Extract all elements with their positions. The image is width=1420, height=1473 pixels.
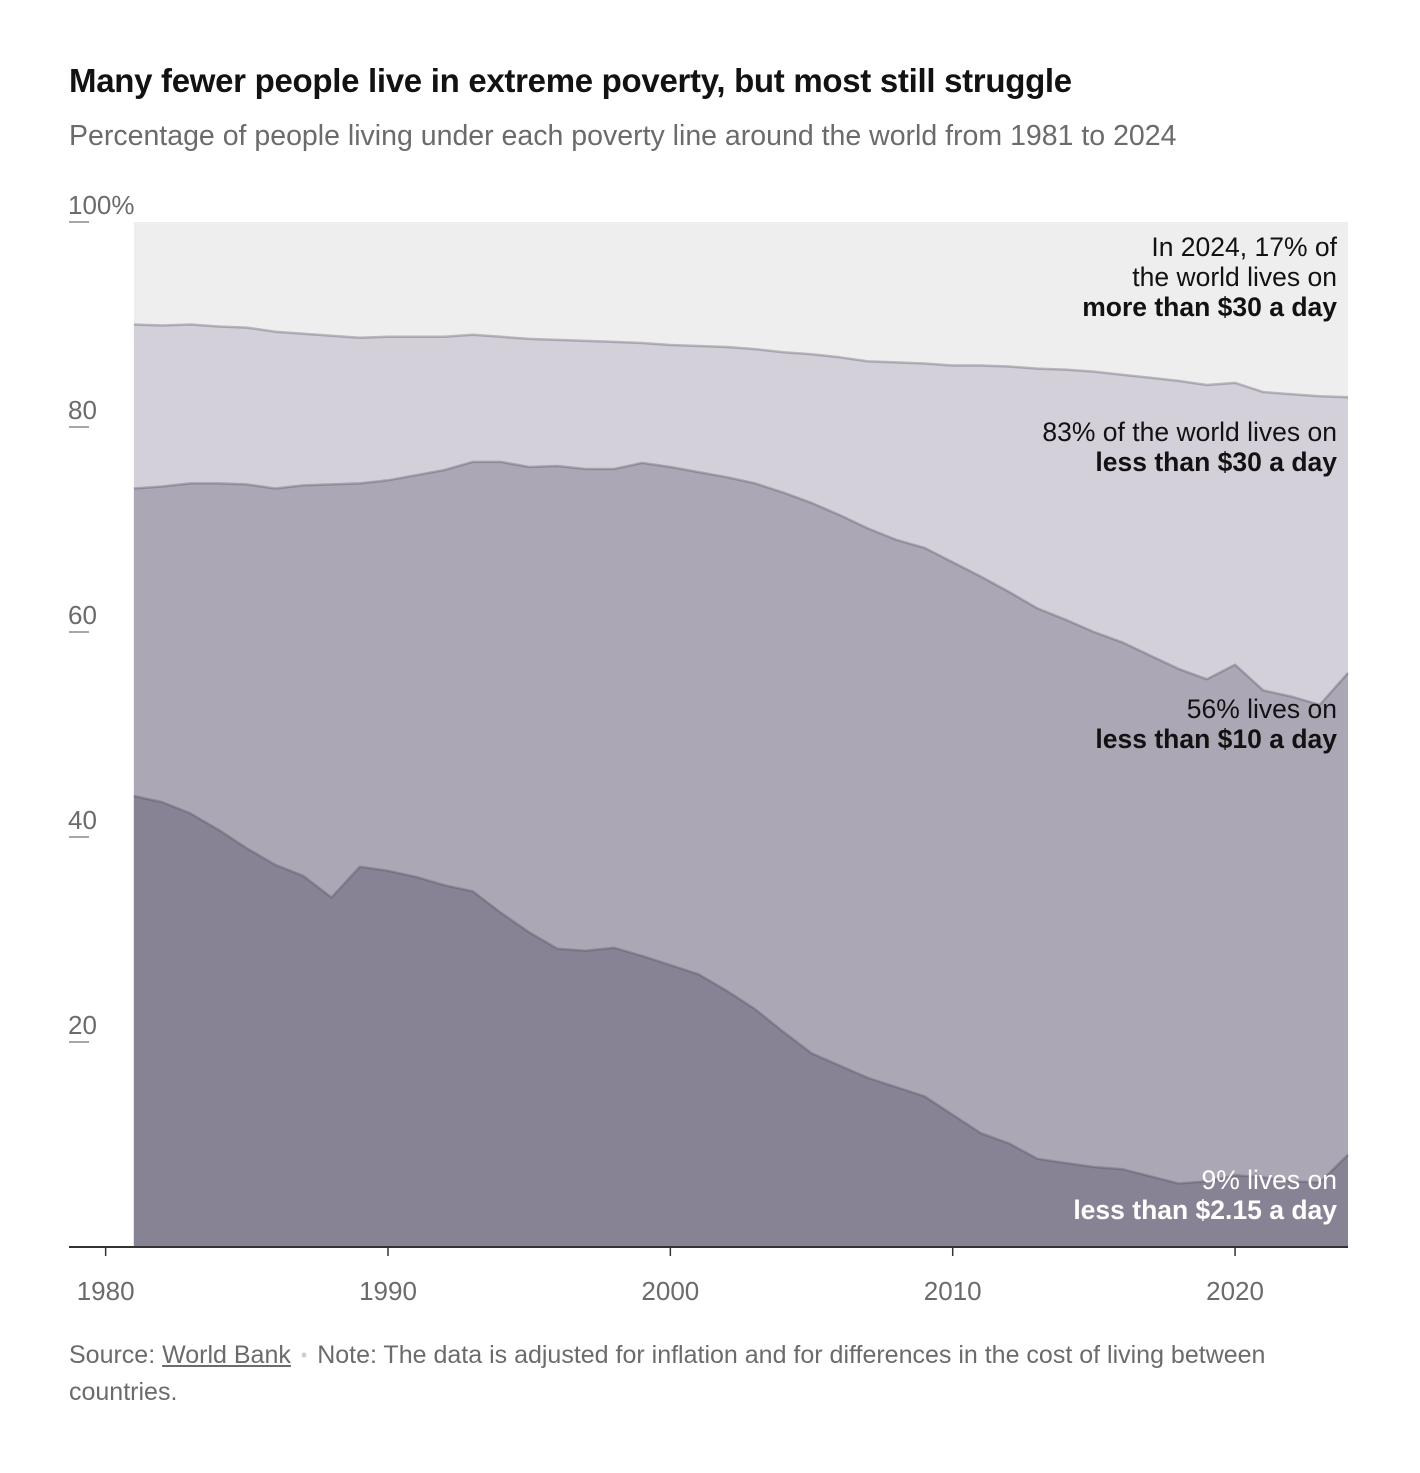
x-tick-label-1: 1990 [359, 1276, 417, 1306]
annotation-3: 9% lives on less than $2.15 a day [1073, 1165, 1337, 1225]
series-line-2 [133, 794, 1349, 1185]
x-tick-label-3: 2010 [924, 1276, 982, 1306]
footer-note: Note: The data is adjusted for inflation… [69, 1341, 1266, 1406]
y-tick-label-2: 60 [68, 600, 97, 630]
area-series-2 [133, 796, 1349, 1247]
x-tick-label-2: 2000 [641, 1276, 699, 1306]
y-tick-label-3: 40 [68, 805, 97, 835]
series-line-0 [133, 323, 1349, 399]
source-prefix: Source: [69, 1341, 163, 1369]
x-tick-label-0: 1980 [77, 1276, 135, 1306]
x-tick-label-4: 2020 [1206, 1276, 1264, 1306]
y-tick-label-1: 80 [68, 395, 97, 425]
annotation-0: In 2024, 17% of the world lives on more th… [1082, 232, 1337, 322]
source-link[interactable]: World Bank [162, 1341, 291, 1369]
annotation-2: 56% lives on less than $10 a day [1095, 694, 1337, 754]
y-tick-label-0: 100% [68, 190, 135, 220]
annotation-1: 83% of the world lives on less than $30 a… [1042, 417, 1337, 477]
series-line-1 [133, 460, 1349, 707]
area-chart: 100% 80 60 40 20 1980 1990 2000 2010 2020 In 2024,… [68, 190, 1349, 1306]
chart-title: Many fewer people live in extreme povert… [69, 62, 1072, 99]
chart-subtitle: Percentage of people living under each p… [69, 120, 1177, 152]
footer: Source: World Bank • Note: The data is adj… [69, 1337, 1289, 1411]
y-tick-label-4: 20 [68, 1010, 97, 1040]
separator-dot: • [300, 1345, 308, 1365]
